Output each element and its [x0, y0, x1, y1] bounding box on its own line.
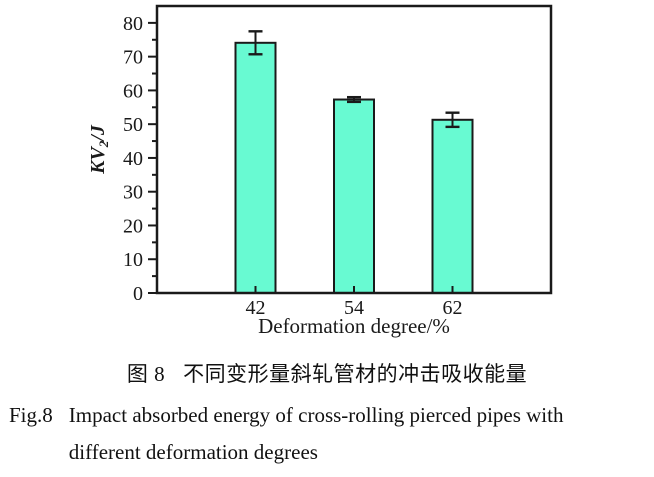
caption-english-fig-label: Fig.8	[9, 403, 53, 427]
bar	[333, 98, 375, 295]
caption-english: Fig.8 Impact absorbed energy of cross-ro…	[0, 397, 654, 471]
caption-chinese: 图 8 不同变形量斜轧管材的冲击吸收能量	[0, 358, 654, 388]
y-tick-label: 10	[123, 249, 143, 271]
y-tick-label: 50	[123, 114, 143, 136]
x-category-label: 42	[246, 297, 266, 319]
plot-frame	[155, 4, 553, 295]
y-tick-label: 80	[123, 13, 143, 35]
caption-english-line2: different deformation degrees	[68, 440, 318, 464]
caption-english-text: Impact absorbed energy of cross-rolling …	[69, 397, 564, 471]
caption-chinese-text: 不同变形量斜轧管材的冲击吸收能量	[183, 362, 528, 386]
y-tick-label: 20	[123, 215, 143, 237]
y-tick-label: 0	[133, 283, 143, 305]
y-tick-label: 60	[123, 80, 143, 102]
bar	[431, 118, 474, 294]
x-category-label: 54	[344, 297, 364, 319]
y-tick-label: 30	[123, 182, 143, 204]
y-tick-label: 70	[123, 47, 143, 69]
y-axis-title: KV2/J	[87, 124, 111, 175]
y-tick-label: 40	[123, 148, 143, 170]
bar	[234, 41, 277, 294]
caption-english-line1: Impact absorbed energy of cross-rolling …	[68, 403, 564, 427]
bar-chart: 42 54 62 0 10 20 30 40 50 60 70 80 Deformation degre…	[87, 4, 553, 338]
x-category-label: 62	[443, 297, 463, 319]
x-axis-title: Deformation degree/%	[258, 314, 450, 338]
caption-chinese-fig-label: 图 8	[126, 362, 166, 386]
